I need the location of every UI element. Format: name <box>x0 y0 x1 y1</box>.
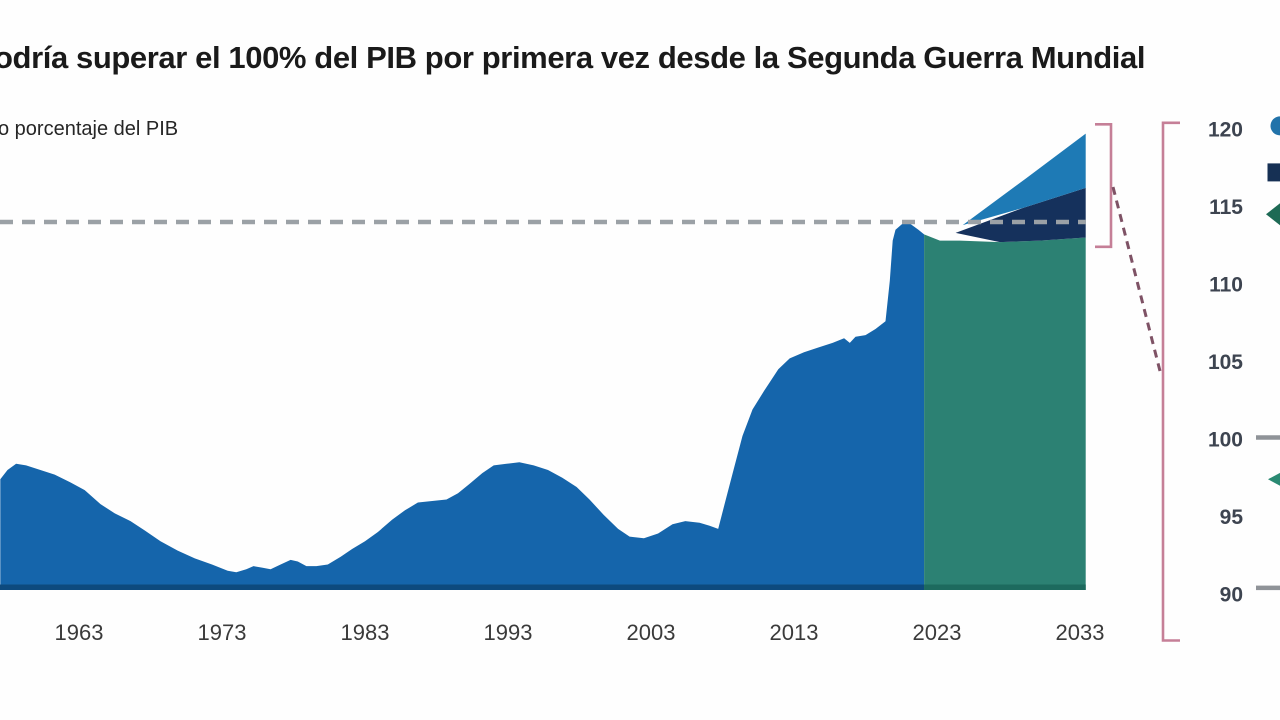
bracket-connector-line <box>1111 186 1162 372</box>
legend-arrow-icon <box>1268 472 1280 486</box>
x-tick-label: 2023 <box>913 620 962 645</box>
series-area-projection <box>924 234 1086 590</box>
y-tick-label: 110 <box>1209 274 1243 297</box>
y-tick-label: 95 <box>1220 506 1244 529</box>
axis-units-label: o porcentaje del PIB <box>0 118 179 140</box>
x-tick-label: 2013 <box>770 620 819 645</box>
baseline-historical <box>0 584 925 590</box>
x-tick-label: 2003 <box>627 620 676 645</box>
y-tick-label: 115 <box>1209 196 1243 219</box>
series-band-mid <box>955 187 1086 243</box>
x-tick-label: 1983 <box>341 620 390 645</box>
y-tick-label: 105 <box>1208 351 1243 374</box>
legend-circle-icon <box>1270 116 1280 136</box>
y-tick-label: 90 <box>1220 584 1243 607</box>
page-title: odría superar el 100% del PIB por primer… <box>0 40 1146 75</box>
x-tick-label: 1993 <box>484 620 533 645</box>
y-tick-label: 100 <box>1208 429 1243 452</box>
legend-dash-icon <box>1256 585 1280 591</box>
series-area-historical <box>0 223 925 590</box>
y-tick-label: 120 <box>1208 119 1243 142</box>
x-tick-label: 2033 <box>1056 620 1105 645</box>
baseline-projection <box>924 584 1086 590</box>
legend-diamond-icon <box>1266 203 1280 226</box>
legend-square-icon <box>1267 163 1280 182</box>
x-tick-label: 1963 <box>55 620 104 645</box>
series-band-fan <box>962 133 1086 226</box>
projection-range-bracket <box>1095 123 1113 249</box>
x-tick-label: 1973 <box>198 620 247 645</box>
zoom-scale-bracket <box>1161 121 1180 642</box>
legend-dash-icon <box>1256 435 1280 440</box>
